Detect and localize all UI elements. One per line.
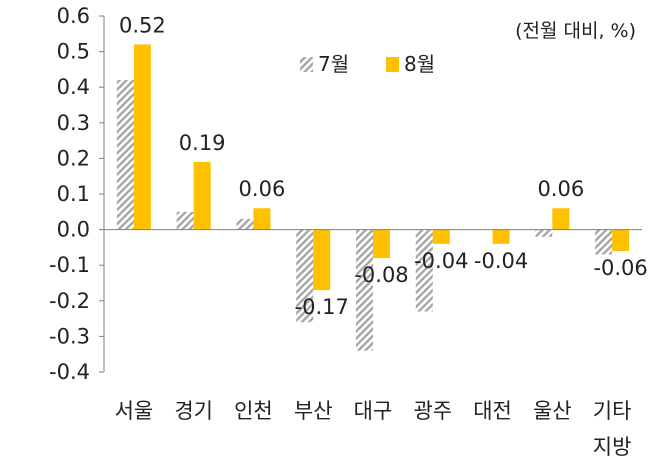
y-tick-label: 0.0 bbox=[57, 218, 90, 242]
data-labels: 0.520.190.06-0.17-0.08-0.04 -0.040.06-0.0… bbox=[119, 13, 648, 319]
category-label: 인천 bbox=[234, 399, 273, 423]
y-tick-label: -0.2 bbox=[49, 289, 90, 313]
data-label: -0.08 bbox=[354, 263, 408, 287]
y-tick-label: -0.1 bbox=[49, 253, 90, 277]
legend: 7월 8월 bbox=[300, 52, 435, 76]
data-label: 0.19 bbox=[179, 131, 226, 155]
bar-aug bbox=[253, 208, 271, 230]
bar-aug bbox=[552, 208, 570, 230]
data-label: 0.52 bbox=[119, 13, 166, 37]
y-tick-label: 0.3 bbox=[57, 111, 90, 135]
bar-jul bbox=[356, 229, 373, 351]
category-label: 광주 bbox=[413, 399, 452, 423]
unit-note: (전월 대비, %) bbox=[515, 20, 636, 42]
bars bbox=[116, 44, 630, 351]
category-label: 부산 bbox=[294, 399, 333, 423]
data-label: -0.06 bbox=[593, 256, 647, 280]
y-tick-label: 0.2 bbox=[57, 146, 90, 170]
data-label: 0.06 bbox=[239, 177, 286, 201]
category-label-line2: 지방 bbox=[593, 435, 632, 459]
category-label: 서울 bbox=[115, 399, 154, 423]
bar-aug bbox=[373, 229, 390, 259]
category-label: 울산 bbox=[533, 399, 572, 423]
bar-aug bbox=[133, 44, 151, 230]
data-label: 0.06 bbox=[537, 177, 584, 201]
bar-jul bbox=[535, 229, 553, 237]
bar-aug bbox=[612, 229, 630, 251]
legend-label-jul: 7월 bbox=[318, 52, 349, 76]
y-tick-label: 0.6 bbox=[57, 4, 90, 28]
y-axis: 0.6 0.5 0.4 0.3 0.2 0.1 0.0 -0.1 -0.2 -0.3 -0.4 bbox=[49, 4, 105, 384]
bar-aug bbox=[313, 229, 331, 291]
bar-jul bbox=[116, 80, 134, 230]
y-tick-label: -0.3 bbox=[49, 324, 90, 348]
bar-jul bbox=[176, 211, 194, 230]
y-tick-label: 0.1 bbox=[57, 182, 90, 206]
category-label: 경기 bbox=[174, 399, 213, 423]
category-label: 대전 bbox=[473, 399, 512, 423]
category-label: 대구 bbox=[354, 399, 393, 423]
legend-swatch-jul bbox=[300, 57, 313, 72]
bar-aug bbox=[193, 161, 211, 230]
bar-jul bbox=[236, 218, 254, 230]
category-label: 기타 bbox=[593, 399, 632, 423]
bar-aug bbox=[492, 229, 510, 244]
legend-swatch-aug bbox=[386, 57, 399, 72]
y-tick-label: -0.4 bbox=[49, 360, 90, 384]
bar-jul bbox=[296, 229, 314, 323]
data-label: -0.04 bbox=[414, 249, 468, 273]
bar-jul bbox=[415, 229, 433, 312]
legend-label-aug: 8월 bbox=[404, 52, 435, 76]
bar-aug bbox=[432, 229, 450, 244]
bar-jul bbox=[595, 229, 613, 255]
data-label: -0.17 bbox=[295, 295, 349, 319]
data-label: -0.04 bbox=[474, 249, 528, 273]
y-tick-label: 0.5 bbox=[57, 40, 90, 64]
y-tick-label: 0.4 bbox=[57, 75, 90, 99]
